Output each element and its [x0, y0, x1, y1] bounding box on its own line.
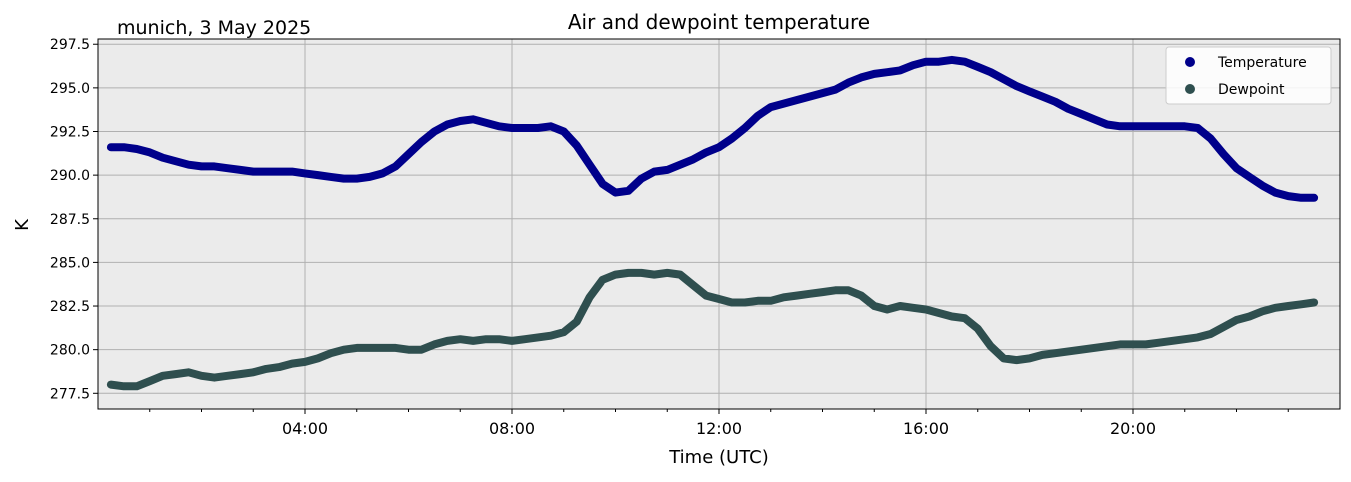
legend-temperature-marker [1185, 57, 1195, 67]
grid-lines [98, 39, 1340, 409]
x-axis-ticks: 04:00 08:00 12:00 16:00 20:00 [149, 409, 1289, 438]
y-tick-label: 282.5 [50, 299, 90, 315]
x-tick-label: 08:00 [489, 419, 535, 438]
x-axis-label: Time (UTC) [668, 447, 769, 468]
legend-dewpoint-marker [1185, 84, 1195, 94]
dewpoint-line [106, 268, 1319, 391]
y-tick-label: 277.5 [50, 386, 90, 402]
legend-temperature-label: Temperature [1217, 55, 1307, 71]
location-date-label: munich, 3 May 2025 [117, 17, 311, 39]
x-tick-label: 16:00 [903, 419, 949, 438]
legend-dewpoint-label: Dewpoint [1218, 82, 1285, 98]
y-tick-label: 285.0 [50, 255, 90, 271]
y-tick-label: 297.5 [50, 37, 90, 53]
y-axis-ticks: 277.5 280.0 282.5 285.0 287.5 290.0 292.5 295.0… [50, 37, 98, 402]
y-tick-label: 290.0 [50, 168, 90, 184]
x-tick-label: 12:00 [696, 419, 742, 438]
legend: Temperature Dewpoint [1165, 46, 1332, 105]
legend-box [1165, 46, 1332, 105]
y-tick-label: 287.5 [50, 212, 90, 228]
chart-title: Air and dewpoint temperature [568, 10, 870, 34]
x-tick-label: 04:00 [282, 419, 328, 438]
y-tick-label: 280.0 [50, 343, 90, 359]
smoothed-series-layer [106, 55, 1319, 391]
y-tick-label: 292.5 [50, 125, 90, 141]
y-axis-label: K [12, 218, 33, 231]
temperature-line [106, 55, 1319, 202]
y-tick-label: 295.0 [50, 81, 90, 97]
x-tick-label: 20:00 [1110, 419, 1156, 438]
